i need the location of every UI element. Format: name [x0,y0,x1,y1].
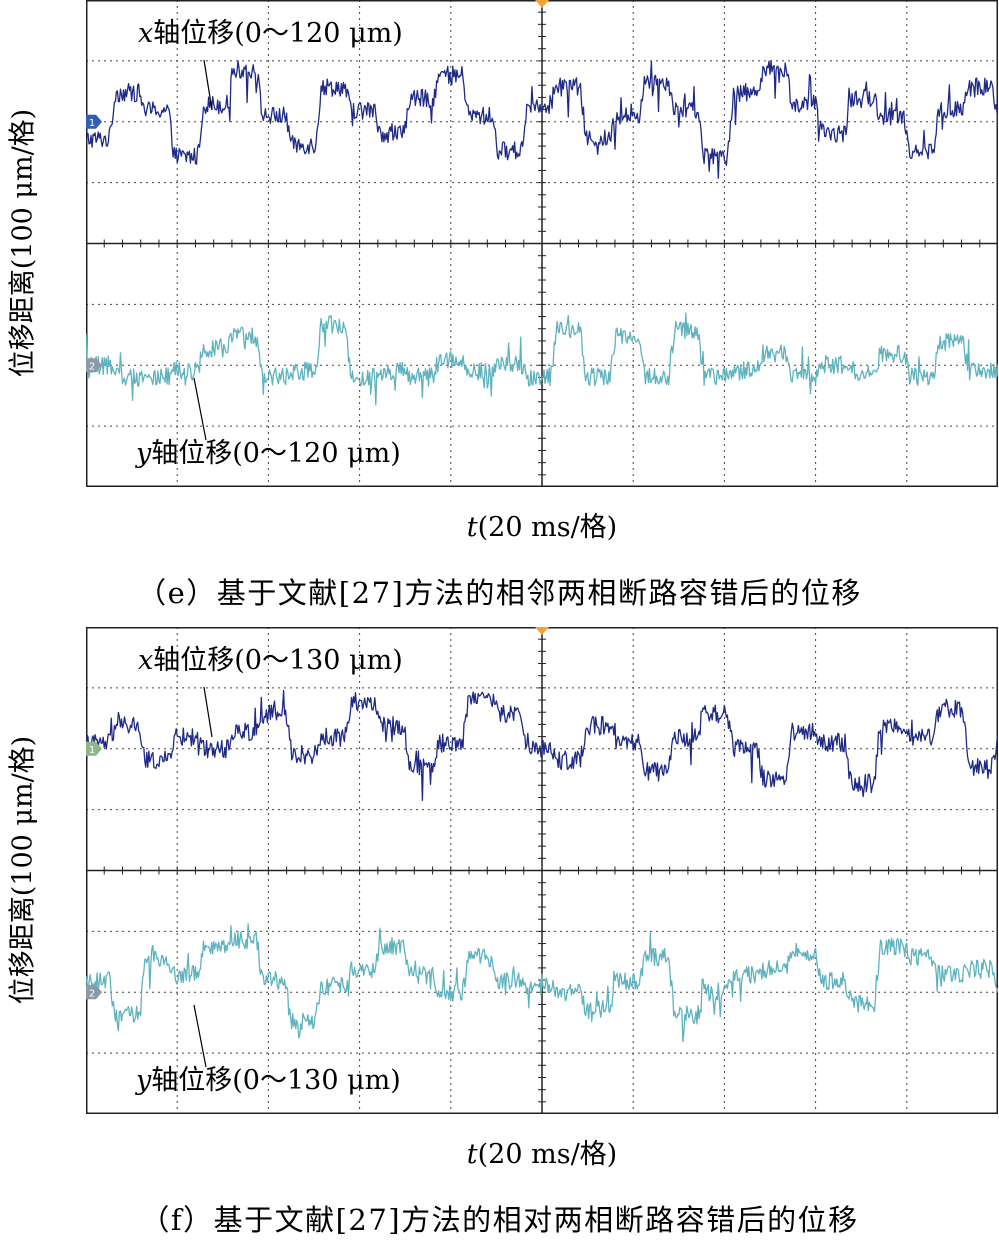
x-axis-label: t(20 ms/格) [466,1139,618,1170]
oscilloscope-screen: 1 x轴位移(0～120 μm) 2 y轴位移(0～120 μm) [86,0,998,487]
trigger-marker-icon [535,0,549,8]
series-y-trace [86,312,998,406]
grid [86,0,998,487]
channel-marker-number: 1 [89,745,95,756]
figure-caption: （e）基于文献[27]方法的相邻两相断路容错后的位移 [137,576,862,610]
channel-marker-2: 2 [86,358,102,373]
series-x-trace [86,60,998,179]
channel-marker-icon [86,741,102,756]
figure-caption: （f）基于文献[27]方法的相对两相断路容错后的位移 [140,1203,859,1237]
y-axis-label: 位移距离(100 μm/格) [7,735,39,1005]
panel-f: 位移距离(100 μm/格) 1 x轴位移(0～130 μm) 2 y轴位移(0～13… [0,627,999,1254]
panel-e: 位移距离(100 μm/格) 1 x轴位移(0～120 μm) 2 y轴位移(0～12… [7,0,998,610]
trigger-marker-icon [535,627,549,635]
channel-marker-1: 1 [86,741,102,756]
channel-marker-icon [86,114,102,129]
channel-marker-number: 1 [89,118,95,129]
channel-marker-number: 2 [89,988,95,999]
label-leader-line [203,686,213,738]
trace-label-x: x轴位移(0～120 μm) [138,18,403,49]
label-leader-line [193,1004,207,1068]
label-leader-line [203,59,213,111]
y-axis-label: 位移距离(100 μm/格) [7,108,39,378]
scope-plot: 1 x轴位移(0～130 μm) 2 y轴位移(0～130 μm) [86,627,998,1114]
channel-marker-icon [86,358,102,373]
label-leader-line [193,377,207,441]
grid [86,627,998,1114]
trace-label-y: y轴位移(0～130 μm) [135,1065,401,1096]
series-x-trace [86,689,998,801]
trace-label-y: y轴位移(0～120 μm) [135,438,401,469]
x-axis-label: t(20 ms/格) [466,512,618,543]
channel-marker-2: 2 [86,985,102,1000]
trace-label-x: x轴位移(0～130 μm) [138,645,403,676]
oscilloscope-screen: 1 x轴位移(0～130 μm) 2 y轴位移(0～130 μm) [86,627,998,1114]
channel-marker-icon [86,985,102,1000]
channel-marker-1: 1 [86,114,102,129]
channel-marker-number: 2 [89,361,95,372]
series-y-trace [86,923,998,1043]
scope-plot: 1 x轴位移(0～120 μm) 2 y轴位移(0～120 μm) [86,0,998,487]
